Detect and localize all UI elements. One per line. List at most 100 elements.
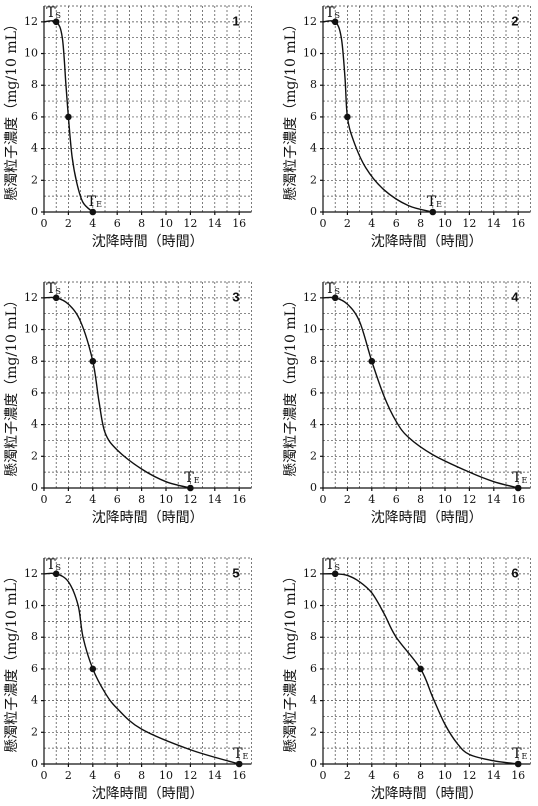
x-tick-label: 0 xyxy=(41,493,48,506)
y-tick-label: 10 xyxy=(24,47,38,60)
x-tick-label: 8 xyxy=(138,493,145,506)
label-main: T xyxy=(46,557,56,573)
y-tick-label: 4 xyxy=(310,418,317,431)
y-tick-label: 4 xyxy=(31,694,38,707)
label-sub: E xyxy=(96,200,102,209)
y-tick-label: 8 xyxy=(31,354,38,367)
x-tick-label: 4 xyxy=(89,493,96,506)
x-tick-label: 14 xyxy=(208,769,222,782)
y-axis-label: 懸濁粒子濃度（mg/10 mL） xyxy=(283,293,299,477)
x-tick-label: 6 xyxy=(114,493,121,506)
y-tick-label: 4 xyxy=(310,694,317,707)
x-tick-label: 12 xyxy=(462,217,476,230)
point-label: TS xyxy=(46,5,61,21)
y-tick-label: 8 xyxy=(310,630,317,643)
point-label: TE xyxy=(233,746,248,762)
label-sub: S xyxy=(335,11,340,20)
x-tick-label: 4 xyxy=(89,769,96,782)
label-sub: E xyxy=(522,752,528,761)
x-tick-label: 6 xyxy=(393,217,400,230)
x-tick-label: 12 xyxy=(183,217,197,230)
label-main: T xyxy=(46,5,56,21)
y-tick-label: 12 xyxy=(24,567,38,580)
y-tick-label: 0 xyxy=(310,481,317,494)
label-sub: S xyxy=(56,563,61,572)
x-tick-label: 4 xyxy=(368,493,375,506)
x-tick-label: 4 xyxy=(368,217,375,230)
x-tick-label: 8 xyxy=(138,217,145,230)
y-tick-label: 10 xyxy=(24,599,38,612)
y-tick-label: 6 xyxy=(31,662,38,675)
x-tick-label: 2 xyxy=(65,769,72,782)
x-tick-label: 10 xyxy=(438,493,452,506)
x-tick-label: 16 xyxy=(511,769,525,782)
y-tick-label: 0 xyxy=(31,757,38,770)
x-tick-label: 6 xyxy=(114,217,121,230)
point xyxy=(52,294,60,302)
point xyxy=(417,665,424,673)
panel-number: 3 xyxy=(232,289,239,304)
x-tick-label: 16 xyxy=(232,493,246,506)
y-tick-label: 12 xyxy=(303,567,317,580)
point xyxy=(235,760,243,768)
x-tick-label: 12 xyxy=(462,769,476,782)
point-label: TS xyxy=(325,557,340,573)
x-tick-label: 10 xyxy=(438,217,452,230)
y-tick-label: 12 xyxy=(303,291,317,304)
x-tick-label: 16 xyxy=(232,769,246,782)
point xyxy=(514,760,522,768)
y-tick-label: 4 xyxy=(310,142,317,155)
point xyxy=(89,665,97,673)
point-label: TE xyxy=(512,746,527,762)
y-tick-label: 12 xyxy=(303,15,317,28)
x-tick-label: 8 xyxy=(417,217,424,230)
label-sub: E xyxy=(243,752,249,761)
point xyxy=(344,113,351,121)
x-tick-label: 10 xyxy=(159,217,173,230)
panel-number: 4 xyxy=(511,289,519,304)
x-tick-label: 14 xyxy=(487,217,501,230)
point xyxy=(429,208,437,216)
x-tick-label: 14 xyxy=(487,769,501,782)
x-axis-label: 沈降時間（時間） xyxy=(371,510,483,526)
panel: 0 2 4 6 8 10 12 14 16 0 2 4 6 8 10 12 沈降時間（時間） 懸濁粒子濃度（mg/… xyxy=(283,281,531,526)
y-tick-label: 8 xyxy=(310,78,317,91)
x-tick-label: 2 xyxy=(344,217,351,230)
x-tick-label: 14 xyxy=(487,493,501,506)
x-axis-label: 沈降時間（時間） xyxy=(92,234,204,250)
point-label: TS xyxy=(325,281,340,297)
x-tick-label: 12 xyxy=(183,769,197,782)
y-tick-label: 10 xyxy=(303,323,317,336)
x-tick-label: 0 xyxy=(41,769,48,782)
label-main: T xyxy=(325,557,335,573)
y-tick-label: 6 xyxy=(31,386,38,399)
panel-number: 1 xyxy=(232,13,239,28)
label-main: T xyxy=(325,5,335,21)
x-tick-label: 10 xyxy=(159,769,173,782)
point-label: TS xyxy=(46,557,61,573)
panel: 0 2 4 6 8 10 12 14 16 0 2 4 6 8 10 12 沈降時間（時間） 懸濁粒子濃度（mg/… xyxy=(4,5,252,250)
x-tick-label: 16 xyxy=(232,217,246,230)
label-main: T xyxy=(427,194,437,210)
point-label: TE xyxy=(87,194,102,210)
y-tick-label: 12 xyxy=(24,291,38,304)
panel-number: 5 xyxy=(232,565,239,580)
curve xyxy=(322,296,519,489)
point-label: TE xyxy=(427,194,442,210)
x-tick-label: 2 xyxy=(344,493,351,506)
point xyxy=(187,484,194,492)
point xyxy=(331,570,339,578)
y-tick-label: 8 xyxy=(31,78,38,91)
x-tick-label: 10 xyxy=(159,493,173,506)
label-main: T xyxy=(233,746,243,762)
label-main: T xyxy=(87,194,97,210)
y-axis-label: 懸濁粒子濃度（mg/10 mL） xyxy=(4,17,20,201)
y-tick-label: 10 xyxy=(24,323,38,336)
panel-number: 2 xyxy=(511,13,518,28)
y-axis-label: 懸濁粒子濃度（mg/10 mL） xyxy=(4,569,20,753)
x-tick-label: 0 xyxy=(41,217,48,230)
point xyxy=(52,18,60,26)
y-tick-label: 6 xyxy=(310,662,317,675)
point-label: TS xyxy=(325,5,340,21)
